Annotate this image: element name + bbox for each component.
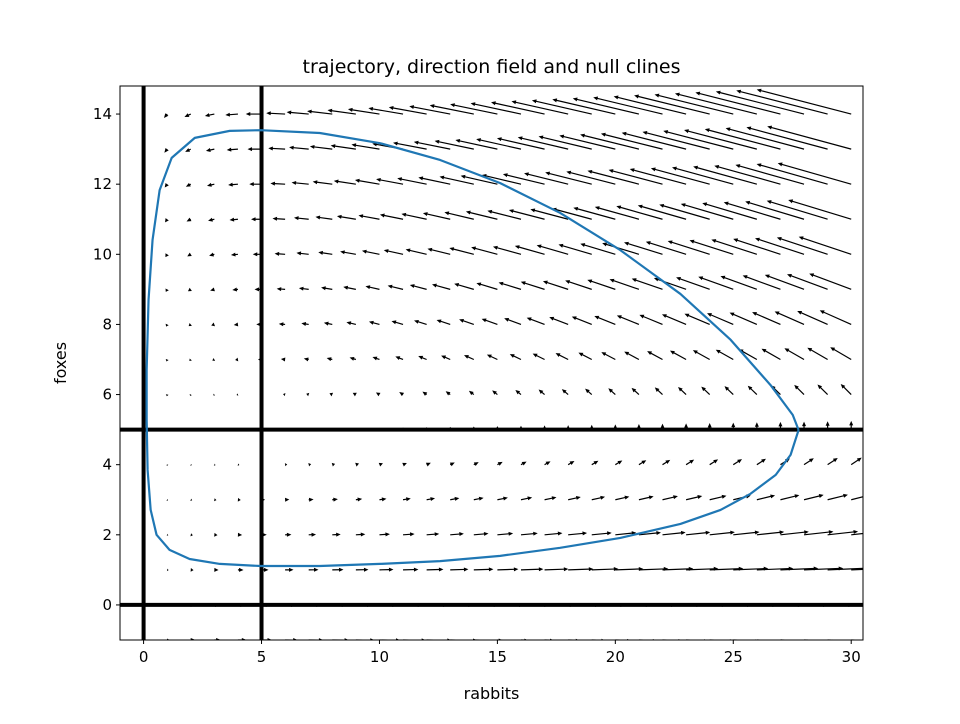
y-tick-label: 2	[102, 526, 112, 544]
x-tick-label: 25	[724, 648, 743, 666]
y-tick-label: 8	[102, 315, 112, 333]
x-tick-label: 0	[139, 648, 149, 666]
x-tick-label: 10	[370, 648, 389, 666]
y-tick-label: 4	[102, 456, 112, 474]
x-tick-label: 30	[842, 648, 861, 666]
y-axis-label: foxes	[51, 342, 70, 384]
x-tick-label: 5	[257, 648, 267, 666]
x-axis-label: rabbits	[464, 684, 520, 703]
y-tick-label: 10	[93, 245, 112, 263]
y-tick-label: 0	[102, 596, 112, 614]
chart-title: trajectory, direction field and null cli…	[303, 56, 681, 78]
x-tick-label: 15	[488, 648, 507, 666]
y-tick-label: 6	[102, 386, 112, 404]
y-tick-label: 12	[93, 175, 112, 193]
x-tick-label: 20	[606, 648, 625, 666]
y-tick-label: 14	[93, 105, 112, 123]
